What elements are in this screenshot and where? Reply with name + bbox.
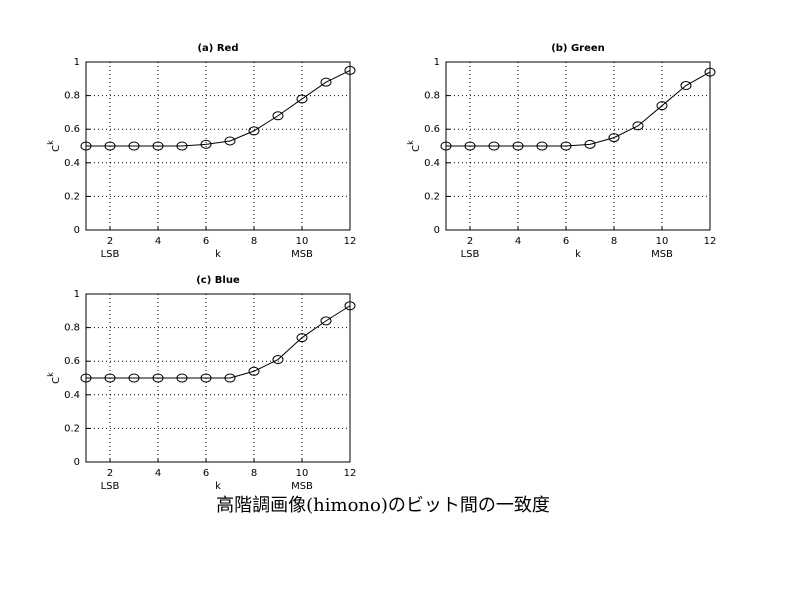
x-axis-label: k [215,481,221,492]
annotation: LSB [461,249,480,260]
marker [560,141,572,151]
chart-title: (b) Green [551,43,605,54]
y-tick-label: 0.2 [424,191,440,202]
x-tick-label: 12 [344,468,357,479]
marker [320,316,332,326]
y-tick-label: 0.6 [424,124,440,135]
annotation: LSB [101,249,120,260]
marker [296,94,308,104]
marker [296,333,308,343]
x-axis-label: k [215,249,221,260]
marker [656,101,668,111]
marker [176,141,188,151]
annotation: MSB [291,481,313,492]
marker [248,126,260,136]
x-tick-label: 4 [155,468,161,479]
marker [80,141,92,151]
y-axis-label: Ck [46,372,63,384]
y-tick-label: 0.8 [424,91,440,102]
x-tick-label: 10 [656,236,669,247]
marker [344,65,356,75]
marker [272,111,284,121]
y-tick-label: 0.4 [424,158,440,169]
x-tick-label: 6 [203,468,209,479]
x-tick-label: 2 [107,468,113,479]
x-tick-label: 4 [155,236,161,247]
y-axis-label-base: C [51,145,62,152]
marker [608,133,620,143]
marker [584,139,596,149]
marker [272,355,284,365]
marker [80,373,92,383]
chart-title: (c) Blue [196,275,240,286]
y-tick-label: 1 [74,57,80,68]
chart-title: (a) Red [197,43,238,54]
y-tick-label: 0.2 [64,191,80,202]
marker [128,141,140,151]
y-tick-label: 0 [74,457,80,468]
x-axis-label: k [575,249,581,260]
x-tick-label: 2 [467,236,473,247]
x-tick-label: 6 [563,236,569,247]
line [86,305,351,379]
annotation: MSB [291,249,313,260]
y-tick-label: 0.8 [64,323,80,334]
marker [224,136,236,146]
caption: 高階調画像(himono)のビット間の一致度 [216,495,550,516]
annotation: MSB [651,249,673,260]
x-tick-label: 8 [251,236,257,247]
x-tick-label: 12 [344,236,357,247]
marker [200,373,212,383]
x-tick-label: 6 [203,236,209,247]
y-tick-label: 0.4 [64,158,80,169]
y-tick-label: 0.2 [64,423,80,434]
y-axis-label: Ck [406,140,423,152]
marker [536,141,548,151]
y-axis-label: Ck [46,140,63,152]
marker [248,366,260,376]
marker [704,67,716,77]
y-axis-label-base: C [411,145,422,152]
marker [152,141,164,151]
y-tick-label: 0 [434,225,440,236]
marker [440,141,452,151]
y-tick-label: 0.4 [64,390,80,401]
annotation: LSB [101,481,120,492]
y-tick-label: 0.8 [64,91,80,102]
marker [680,81,692,91]
x-tick-label: 10 [296,468,309,479]
y-tick-label: 0.6 [64,356,80,367]
y-axis-label-sup: k [406,140,415,145]
y-tick-label: 0 [74,225,80,236]
marker [200,139,212,149]
line [86,69,351,147]
y-axis-label-sup: k [46,372,55,377]
x-tick-label: 8 [611,236,617,247]
marker [176,373,188,383]
marker [104,141,116,151]
marker [488,141,500,151]
marker [104,373,116,383]
line [446,71,711,147]
marker [632,121,644,131]
marker [464,141,476,151]
y-axis-label-sup: k [46,140,55,145]
marker [152,373,164,383]
y-tick-label: 1 [74,289,80,300]
x-tick-label: 2 [107,236,113,247]
marker [128,373,140,383]
y-axis-label-base: C [51,377,62,384]
y-tick-label: 1 [434,57,440,68]
marker [344,301,356,311]
marker [224,373,236,383]
x-tick-label: 4 [515,236,521,247]
x-tick-label: 12 [704,236,717,247]
x-tick-label: 10 [296,236,309,247]
marker [320,77,332,87]
y-tick-label: 0.6 [64,124,80,135]
x-tick-label: 8 [251,468,257,479]
marker [512,141,524,151]
